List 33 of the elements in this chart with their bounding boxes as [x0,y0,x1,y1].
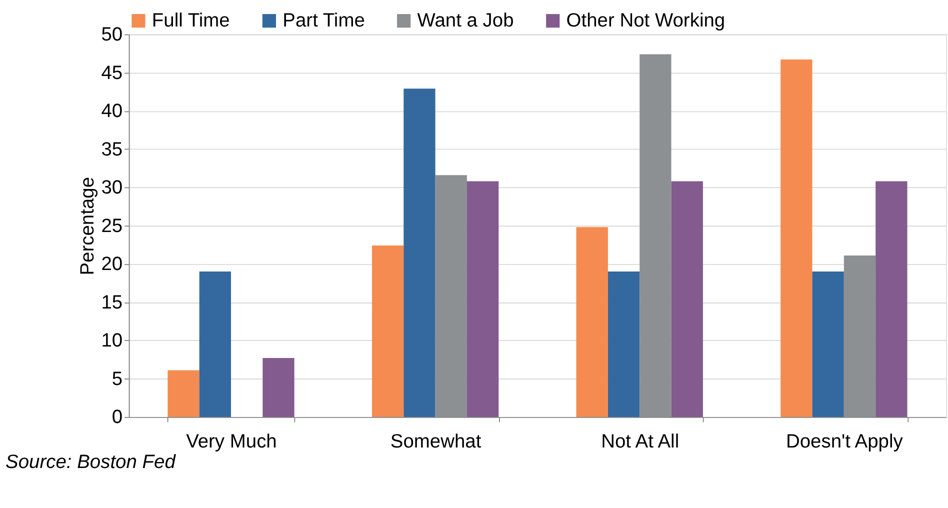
bar [780,60,812,417]
bar [404,88,436,417]
bar [466,181,499,417]
bar [876,181,908,417]
y-tick-label: 10 [101,330,123,352]
y-tick-label: 35 [101,139,123,160]
legend-label: Part Time [282,10,365,32]
source-note: Source: Boston Fed [6,452,177,473]
bar [168,370,200,417]
legend-label: Want a Job [417,10,514,32]
y-tick-label: 45 [101,62,123,84]
bar [608,272,640,417]
x-tick-label: Very Much [186,431,277,452]
x-tick-label: Not At All [601,431,680,452]
bar [199,272,231,417]
legend-label: Full Time [152,10,230,32]
bar [812,272,844,417]
bar [372,246,404,417]
bar [262,358,294,417]
legend-label: Other Not Working [566,10,726,32]
y-tick-label: 25 [101,216,123,237]
y-tick-label: 50 [101,24,123,46]
y-tick-label: 30 [101,178,123,199]
bar [671,181,703,417]
y-tick-label: 5 [112,368,123,390]
y-tick-label: 40 [101,101,123,122]
bar [576,227,608,417]
x-tick-label: Somewhat [390,431,482,452]
y-tick-label: 20 [101,254,123,276]
x-tick-label: Doesn't Apply [786,431,904,452]
y-tick-label: 15 [101,292,123,314]
y-tick-label: 0 [112,407,123,428]
y-axis-title: Percentage [78,176,99,276]
